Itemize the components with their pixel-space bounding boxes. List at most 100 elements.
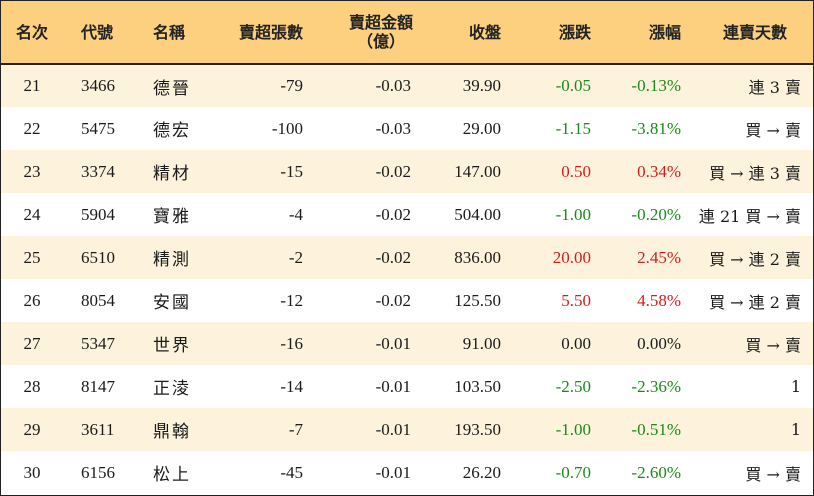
table-row: 24 5904 寶雅 -4 -0.02 504.00 -1.00 -0.20% 連 21 買 →…: [1, 193, 813, 236]
cell-sell-amount: -0.02: [375, 247, 411, 267]
cell-pct: -2.60%: [631, 462, 681, 482]
cell-sell-amount: -0.02: [375, 161, 411, 181]
cell-change: -1.00: [555, 419, 591, 439]
cell-change: -0.70: [555, 462, 591, 482]
cell-days: 買 → 連 3 賣: [709, 163, 801, 183]
cell-pct: -0.13%: [631, 76, 681, 95]
header-pct: 漲幅: [607, 1, 697, 65]
header-close: 收盤: [427, 1, 517, 65]
cell-name: 寶雅: [153, 207, 191, 227]
header-rank: 名次: [1, 1, 63, 65]
cell-sell-lots: -100: [271, 118, 303, 138]
cell-sell-amount: -0.01: [375, 376, 411, 396]
cell-code: 3466: [81, 76, 115, 95]
cell-close: 836.00: [454, 247, 501, 267]
table-row: 27 5347 世界 -16 -0.01 91.00 0.00 0.00% 買 → 賣: [1, 322, 813, 365]
cell-sell-lots: -45: [280, 462, 303, 482]
cell-sell-lots: -2: [288, 247, 303, 267]
cell-name: 鼎翰: [153, 422, 191, 442]
cell-close: 29.00: [462, 118, 501, 138]
table-row: 30 6156 松上 -45 -0.01 26.20 -0.70 -2.60% 買 → 賣: [1, 451, 813, 494]
cell-rank: 22: [23, 118, 41, 138]
cell-sell-amount: -0.02: [375, 204, 411, 224]
cell-change: -2.50: [555, 376, 591, 396]
cell-code: 8147: [81, 376, 115, 396]
cell-days: 連 3 賣: [748, 78, 801, 97]
cell-pct: 0.00%: [637, 333, 681, 353]
cell-rank: 21: [23, 76, 41, 95]
cell-code: 5475: [81, 118, 115, 138]
cell-pct: 0.34%: [637, 161, 681, 181]
cell-rank: 27: [23, 333, 41, 353]
cell-change: 5.50: [561, 290, 591, 310]
cell-pct: -2.36%: [631, 376, 681, 396]
cell-code: 3374: [81, 161, 115, 181]
header-name: 名稱: [135, 1, 227, 65]
cell-close: 504.00: [454, 204, 501, 224]
cell-days: 買 → 連 2 賣: [709, 249, 801, 269]
cell-days: 買 → 賣: [745, 120, 801, 140]
table-row: 23 3374 精材 -15 -0.02 147.00 0.50 0.34% 買 → 連 3 賣: [1, 150, 813, 193]
cell-name: 松上: [153, 465, 191, 485]
cell-pct: 4.58%: [637, 290, 681, 310]
table-header-row: 名次 代號 名稱 賣超張數 賣超金額 （億） 收盤 漲跌 漲幅 連賣天數: [1, 1, 813, 65]
table-body: 21 3466 德晉 -79 -0.03 39.90 -0.05 -0.13% 連 3 賣 22 5…: [1, 64, 813, 494]
cell-sell-amount: -0.03: [375, 76, 411, 95]
cell-sell-lots: -4: [288, 204, 303, 224]
cell-close: 26.20: [462, 462, 501, 482]
cell-close: 193.50: [454, 419, 501, 439]
cell-change: -0.05: [555, 76, 591, 95]
cell-name: 正淩: [153, 379, 191, 399]
cell-pct: -0.20%: [631, 204, 681, 224]
cell-rank: 28: [23, 376, 41, 396]
cell-close: 103.50: [454, 376, 501, 396]
cell-name: 安國: [153, 293, 191, 313]
cell-sell-lots: -14: [280, 376, 303, 396]
cell-change: -1.00: [555, 204, 591, 224]
cell-change: 0.00: [561, 333, 591, 353]
cell-rank: 23: [23, 161, 41, 181]
table-row: 28 8147 正淩 -14 -0.01 103.50 -2.50 -2.36% 1: [1, 365, 813, 408]
cell-close: 39.90: [462, 76, 501, 95]
table-row: 26 8054 安國 -12 -0.02 125.50 5.50 4.58% 買 → 連 2 賣: [1, 279, 813, 322]
cell-pct: 2.45%: [637, 247, 681, 267]
cell-sell-lots: -16: [280, 333, 303, 353]
cell-code: 6510: [81, 247, 115, 267]
cell-rank: 30: [23, 462, 41, 482]
cell-days: 買 → 賣: [745, 464, 801, 484]
cell-rank: 26: [23, 290, 41, 310]
cell-days: 1: [790, 420, 801, 439]
cell-days: 連 21 買 → 賣: [698, 206, 801, 226]
cell-name: 世界: [153, 336, 191, 356]
cell-code: 5347: [81, 333, 115, 353]
cell-change: 0.50: [561, 161, 591, 181]
cell-close: 147.00: [454, 161, 501, 181]
cell-change: -1.15: [555, 118, 591, 138]
cell-sell-lots: -79: [280, 76, 303, 95]
cell-rank: 25: [23, 247, 41, 267]
cell-days: 買 → 連 2 賣: [709, 292, 801, 312]
cell-sell-lots: -15: [280, 161, 303, 181]
cell-sell-amount: -0.02: [375, 290, 411, 310]
cell-days: 1: [790, 377, 801, 396]
cell-code: 8054: [81, 290, 115, 310]
cell-close: 91.00: [462, 333, 501, 353]
table-row: 25 6510 精測 -2 -0.02 836.00 20.00 2.45% 買 → 連 2 賣: [1, 236, 813, 279]
cell-sell-lots: -12: [280, 290, 303, 310]
cell-pct: -3.81%: [631, 118, 681, 138]
cell-days: 買 → 賣: [745, 335, 801, 355]
cell-rank: 29: [23, 419, 41, 439]
header-sell-amount: 賣超金額 （億）: [319, 1, 427, 65]
table-row: 29 3611 鼎翰 -7 -0.01 193.50 -1.00 -0.51% 1: [1, 408, 813, 451]
cell-code: 5904: [81, 204, 115, 224]
cell-sell-lots: -7: [288, 419, 303, 439]
cell-change: 20.00: [552, 247, 591, 267]
cell-sell-amount: -0.01: [375, 333, 411, 353]
header-change: 漲跌: [517, 1, 607, 65]
cell-name: 德晉: [153, 78, 191, 99]
cell-sell-amount: -0.03: [375, 118, 411, 138]
header-days: 連賣天數: [697, 1, 813, 65]
cell-name: 精測: [153, 250, 191, 270]
